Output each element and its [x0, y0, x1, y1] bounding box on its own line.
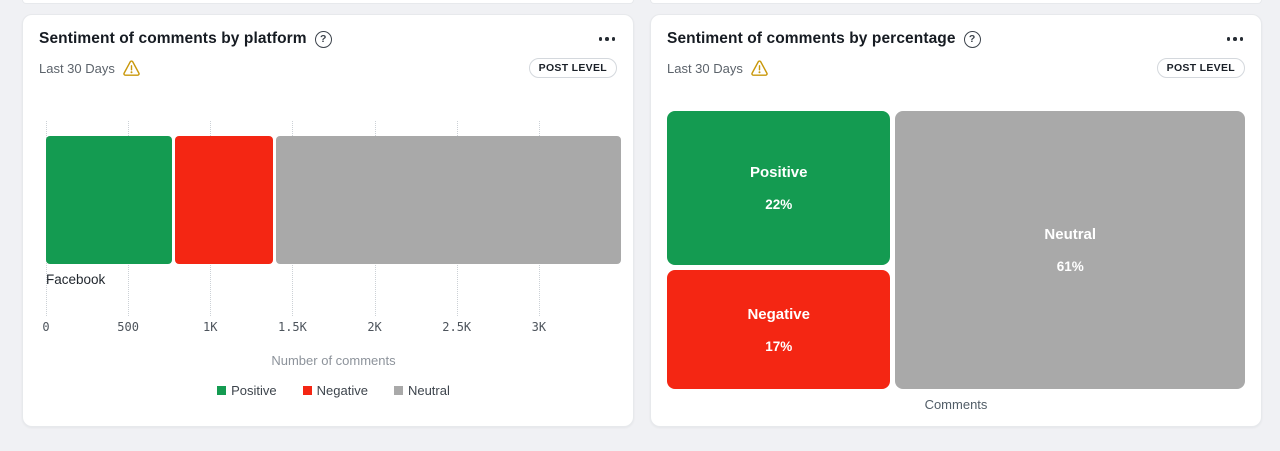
treemap-block-percentage: 61% — [1056, 259, 1084, 274]
treemap: Positive 22% Negative 17% Neutral 61% — [667, 111, 1245, 389]
bar-plot: Facebook — [46, 121, 621, 316]
legend-item-negative[interactable]: Negative — [302, 383, 368, 398]
x-tick-label: 1.5K — [277, 320, 307, 334]
treemap-chart: Positive 22% Negative 17% Neutral 61% Comment… — [667, 111, 1245, 412]
help-icon[interactable]: ? — [314, 30, 332, 48]
card-header: Sentiment of comments by percentage ? — [667, 29, 1245, 49]
timeframe-label: Last 30 Days — [667, 60, 743, 76]
legend-swatch — [302, 386, 312, 395]
card-header: Sentiment of comments by platform ? — [39, 29, 617, 49]
warning-triangle-icon[interactable] — [751, 60, 768, 76]
card-subheader: Last 30 Days POST LEVEL — [39, 57, 617, 79]
legend-item-positive[interactable]: Positive — [217, 383, 277, 398]
cards-above-bottom-edges — [22, 0, 1262, 4]
x-tick-label: 0 — [42, 320, 50, 334]
card-subheader: Last 30 Days POST LEVEL — [667, 57, 1245, 79]
ellipsis-dot — [611, 37, 615, 41]
card-title: Sentiment of comments by percentage — [667, 30, 956, 47]
x-tick-label: 2K — [367, 320, 382, 334]
ellipsis-menu-button[interactable] — [1225, 33, 1246, 45]
help-icon[interactable]: ? — [963, 30, 981, 48]
treemap-block-percentage: 22% — [765, 197, 793, 212]
legend-swatch — [393, 386, 403, 395]
legend-label: Positive — [231, 383, 277, 398]
stacked-bar — [46, 136, 621, 264]
treemap-axis-label: Comments — [924, 397, 988, 412]
treemap-left-column: Positive 22% Negative 17% — [667, 111, 891, 389]
bar-chart: Facebook 0 500 1K 1.5K 2K 2.5K 3K Number of co… — [42, 121, 621, 398]
treemap-block-label: Neutral — [1044, 226, 1097, 243]
card-sentiment-by-platform: Sentiment of comments by platform ? Last… — [22, 14, 634, 427]
warning-triangle-icon[interactable] — [123, 60, 140, 76]
treemap-block-label: Positive — [749, 164, 808, 181]
bar-segment-negative[interactable] — [175, 136, 274, 264]
treemap-block-positive[interactable]: Positive 22% — [667, 111, 891, 265]
ellipsis-dot — [1239, 37, 1243, 41]
bar-segment-neutral[interactable] — [276, 136, 621, 264]
legend-label: Negative — [316, 383, 368, 398]
bar-xticks: 0 500 1K 1.5K 2K 2.5K 3K — [42, 320, 621, 336]
ellipsis-dot — [1226, 37, 1230, 41]
category-label: Facebook — [46, 272, 106, 287]
x-axis-title: Number of comments — [271, 353, 396, 368]
x-tick-label: 500 — [117, 320, 139, 334]
x-tick-label: 1K — [203, 320, 218, 334]
post-level-badge: POST LEVEL — [528, 58, 617, 78]
x-tick-label: 2.5K — [442, 320, 472, 334]
legend-label: Neutral — [407, 383, 450, 398]
dashboard-row: Sentiment of comments by platform ? Last… — [22, 14, 1262, 427]
treemap-block-percentage: 17% — [765, 338, 793, 354]
treemap-block-neutral[interactable]: Neutral 61% — [895, 111, 1245, 389]
treemap-block-negative[interactable]: Negative 17% — [667, 270, 891, 389]
ellipsis-menu-button[interactable] — [597, 33, 618, 45]
bar-segment-positive[interactable] — [46, 136, 173, 264]
ellipsis-dot — [605, 37, 609, 41]
card-sentiment-by-percentage: Sentiment of comments by percentage ? La… — [650, 14, 1262, 427]
legend-item-neutral[interactable]: Neutral — [393, 383, 450, 398]
card-above-edge-right — [650, 0, 1262, 4]
treemap-block-label: Negative — [747, 305, 810, 323]
timeframe-label: Last 30 Days — [39, 60, 115, 76]
ellipsis-dot — [598, 37, 602, 41]
legend-swatch — [217, 386, 227, 395]
card-above-edge-left — [22, 0, 634, 4]
post-level-badge: POST LEVEL — [1156, 58, 1245, 78]
card-title: Sentiment of comments by platform — [39, 30, 307, 47]
x-tick-label: 3K — [531, 320, 547, 334]
ellipsis-dot — [1233, 37, 1237, 41]
bar-legend: Positive Negative Neutral — [46, 383, 621, 398]
